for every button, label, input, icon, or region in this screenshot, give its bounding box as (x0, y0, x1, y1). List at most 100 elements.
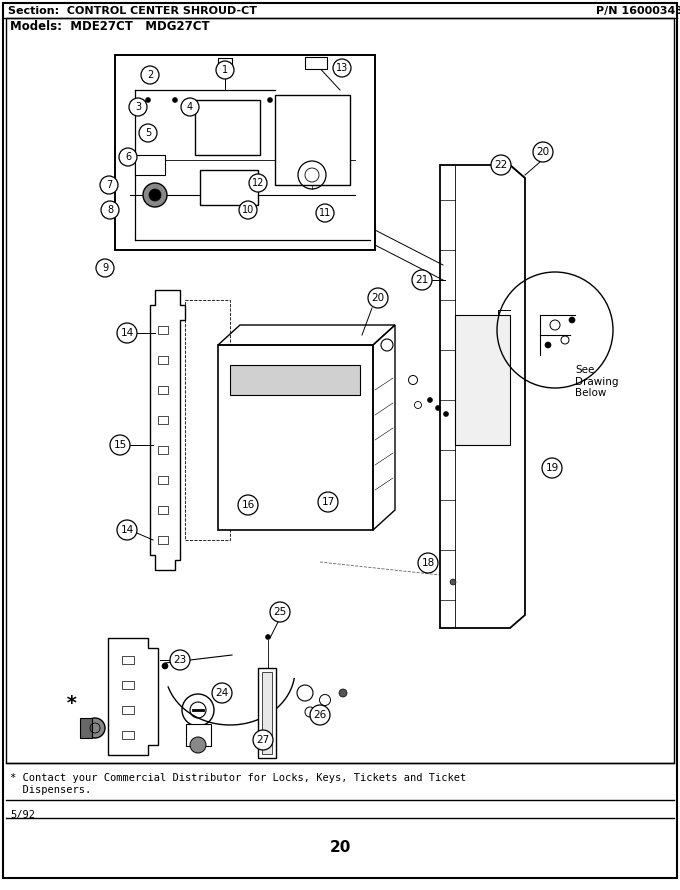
Circle shape (545, 342, 551, 348)
Circle shape (110, 435, 130, 455)
Bar (262, 672, 272, 754)
Circle shape (117, 520, 137, 540)
Bar (158, 386, 168, 394)
Circle shape (101, 201, 119, 219)
Text: Models:  MDE27CT   MDG27CT: Models: MDE27CT MDG27CT (10, 20, 209, 34)
Circle shape (238, 495, 258, 515)
Circle shape (569, 317, 575, 323)
Bar (218, 345, 373, 530)
Circle shape (162, 663, 168, 669)
Bar (158, 356, 168, 364)
Text: 12: 12 (252, 178, 265, 188)
Text: 5: 5 (145, 128, 151, 138)
Text: 21: 21 (415, 275, 428, 285)
Bar (275, 95, 350, 185)
Bar (158, 446, 168, 454)
Text: 7: 7 (106, 180, 112, 190)
Bar (158, 506, 168, 514)
Bar (185, 300, 230, 540)
Text: 18: 18 (422, 558, 435, 568)
Circle shape (339, 689, 347, 697)
Circle shape (418, 553, 438, 573)
Text: *: * (66, 693, 78, 713)
Circle shape (435, 406, 441, 410)
Circle shape (542, 458, 562, 478)
Circle shape (216, 61, 234, 79)
Circle shape (100, 176, 118, 194)
Circle shape (146, 98, 150, 102)
Circle shape (267, 98, 273, 102)
Text: 19: 19 (545, 463, 559, 473)
Circle shape (170, 650, 190, 670)
Circle shape (368, 288, 388, 308)
Bar (195, 100, 260, 155)
Circle shape (428, 398, 432, 402)
Text: Section:  CONTROL CENTER SHROUD-CT: Section: CONTROL CENTER SHROUD-CT (8, 6, 257, 16)
Bar (122, 656, 134, 664)
Circle shape (96, 259, 114, 277)
Circle shape (253, 730, 273, 750)
Text: * Contact your Commercial Distributor for Locks, Keys, Tickets and Ticket: * Contact your Commercial Distributor fo… (10, 773, 466, 783)
Text: 16: 16 (241, 500, 254, 510)
Text: 1: 1 (222, 65, 228, 75)
Bar (6, 18, 674, 763)
Circle shape (239, 201, 257, 219)
Circle shape (190, 737, 206, 753)
Text: See
Drawing
Below: See Drawing Below (575, 365, 619, 398)
Text: 2: 2 (147, 70, 153, 80)
Circle shape (333, 59, 351, 77)
Circle shape (119, 148, 137, 166)
Bar (186, 724, 211, 746)
Bar (218, 58, 232, 68)
Circle shape (318, 492, 338, 512)
Text: 8: 8 (107, 205, 113, 215)
Bar (455, 315, 510, 445)
Circle shape (173, 98, 177, 102)
Bar (305, 57, 327, 69)
Text: 4: 4 (187, 102, 193, 112)
Bar (80, 718, 92, 738)
Text: 22: 22 (494, 160, 508, 170)
Circle shape (117, 323, 137, 343)
Text: 5/92: 5/92 (10, 810, 35, 820)
Text: 11: 11 (319, 208, 331, 218)
Circle shape (491, 155, 511, 175)
Text: P/N 16000343: P/N 16000343 (596, 6, 680, 16)
Text: 14: 14 (120, 328, 134, 338)
Circle shape (149, 189, 161, 201)
Circle shape (141, 66, 159, 84)
Text: 24: 24 (216, 688, 228, 698)
Circle shape (443, 411, 449, 417)
Text: 20: 20 (371, 293, 385, 303)
Text: 13: 13 (336, 63, 348, 73)
Bar (158, 416, 168, 424)
Bar (122, 731, 134, 739)
Circle shape (412, 270, 432, 290)
Bar (258, 668, 276, 758)
Text: 17: 17 (322, 497, 335, 507)
Circle shape (310, 705, 330, 725)
Text: 6: 6 (125, 152, 131, 162)
Text: 15: 15 (114, 440, 126, 450)
Text: 27: 27 (256, 735, 270, 745)
Circle shape (85, 718, 105, 738)
Circle shape (450, 579, 456, 585)
Circle shape (212, 683, 232, 703)
Text: 26: 26 (313, 710, 326, 720)
Bar (158, 536, 168, 544)
Text: 3: 3 (135, 102, 141, 112)
Bar (122, 681, 134, 689)
Text: 23: 23 (173, 655, 186, 665)
Circle shape (265, 635, 271, 640)
Text: 20: 20 (537, 147, 549, 157)
Bar (158, 326, 168, 334)
Text: Dispensers.: Dispensers. (10, 785, 91, 795)
Circle shape (181, 98, 199, 116)
Text: 9: 9 (102, 263, 108, 273)
Text: 10: 10 (242, 205, 254, 215)
Text: 14: 14 (120, 525, 134, 535)
Bar (115, 55, 375, 250)
Text: 25: 25 (273, 607, 287, 617)
Text: 20: 20 (329, 840, 351, 855)
Circle shape (249, 174, 267, 192)
